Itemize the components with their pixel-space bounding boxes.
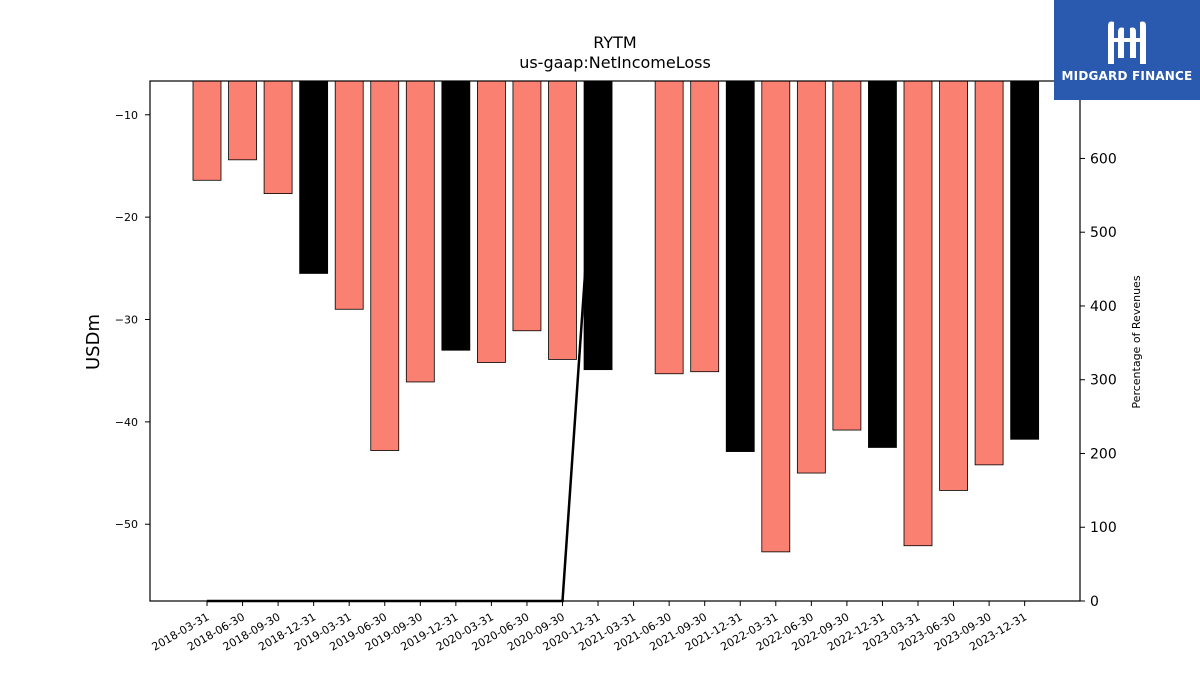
y2-tick-label: 400 — [1090, 299, 1117, 315]
plot-frame — [149, 80, 1081, 602]
y2-tick-label: 0 — [1090, 594, 1099, 610]
x-ticks-layer: 2018-03-312018-06-302018-09-302018-12-31… — [150, 601, 1029, 654]
y-axis-label: USDm — [83, 314, 104, 370]
bar-2022-06-30 — [796, 80, 826, 474]
bar-2018-06-30 — [228, 80, 257, 161]
bar-2023-03-31 — [903, 80, 933, 547]
bar-2019-12-31 — [441, 80, 471, 351]
bar-2019-03-31 — [334, 80, 364, 310]
y-tick-label: −30 — [115, 314, 138, 327]
y2-tick-label: 300 — [1090, 373, 1117, 389]
logo-text: MIDGARD FINANCE — [1061, 69, 1193, 83]
y2-tick-label: 600 — [1090, 151, 1117, 167]
logo-mark-icon — [1108, 21, 1146, 64]
bar-2018-03-31 — [192, 80, 222, 181]
brand-logo: MIDGARD FINANCE — [1054, 0, 1200, 100]
bar-2023-06-30 — [939, 80, 968, 491]
chart-subtitle: us-gaap:NetIncomeLoss — [519, 53, 711, 72]
y2-tick-label: 500 — [1090, 225, 1117, 241]
bar-2021-09-30 — [690, 80, 720, 373]
y2-tick-label: 200 — [1090, 446, 1117, 462]
y-ticks-layer: −10 −20 −30 −40 −50 — [115, 109, 150, 531]
bar-2022-09-30 — [832, 80, 862, 431]
bar-2021-12-31 — [725, 80, 755, 452]
y-tick-label: −10 — [115, 109, 138, 122]
y-tick-label: −50 — [115, 518, 138, 531]
y2-tick-label: 100 — [1090, 520, 1117, 536]
bar-2021-06-30 — [654, 80, 684, 375]
y2-ticks-layer: 0 100 200 300 400 500 600 — [1080, 151, 1117, 610]
bars-layer — [192, 80, 1040, 553]
bar-2019-09-30 — [405, 80, 435, 383]
bar-2020-06-30 — [512, 80, 542, 332]
bar-2023-09-30 — [974, 80, 1004, 466]
chart-title: RYTM — [593, 33, 636, 52]
bar-2022-03-31 — [761, 80, 791, 553]
bar-2020-09-30 — [548, 80, 577, 360]
bar-2018-12-31 — [299, 80, 329, 274]
bar-2019-06-30 — [370, 80, 400, 451]
axes-layer — [149, 80, 1081, 602]
bar-2022-12-31 — [868, 80, 897, 448]
bar-2018-09-30 — [263, 80, 293, 194]
bar-2020-03-31 — [476, 80, 506, 363]
y2-axis-label: Percentage of Revenues — [1130, 275, 1143, 408]
y-tick-label: −20 — [115, 211, 138, 224]
y-tick-label: −40 — [115, 416, 138, 429]
bar-2023-12-31 — [1010, 80, 1040, 440]
